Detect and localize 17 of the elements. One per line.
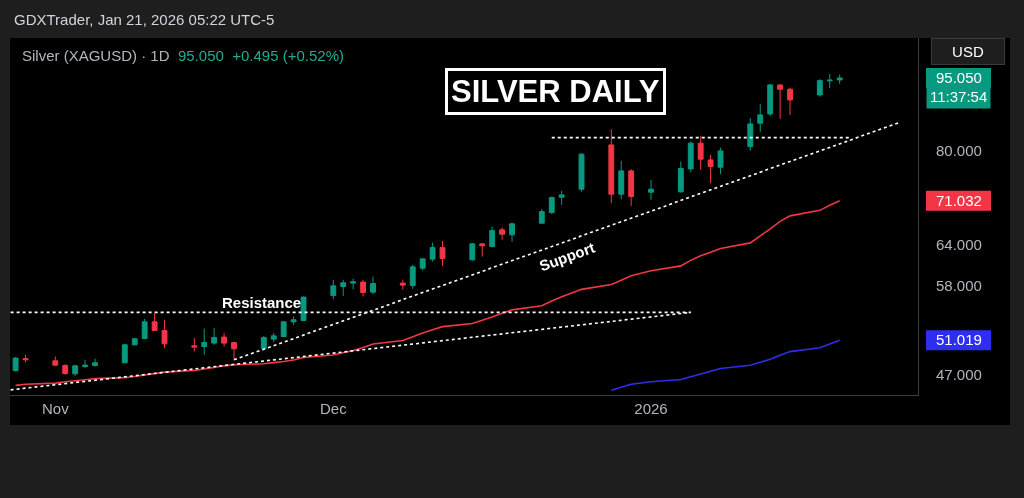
- y-tick-label: 80.000: [936, 141, 982, 159]
- x-tick-label: Dec: [319, 400, 348, 417]
- x-tick-label: 2026: [634, 400, 668, 417]
- y-tick-label: 95.050: [936, 69, 982, 87]
- annotation: 95.050 +0.495 (+0.52%): [178, 47, 344, 64]
- x-tick-label: Nov: [41, 400, 70, 417]
- text: GDXTrader, Jan 21, 2026 05:22 UTC-5: [14, 11, 275, 28]
- y-tick-label: 51.019: [936, 331, 982, 349]
- text: USD: [952, 43, 984, 60]
- text: 11:37:54: [930, 88, 988, 105]
- text: Silver (XAGUSD) · 1D: [22, 47, 170, 64]
- text: SILVER DAILY: [451, 74, 660, 109]
- y-tick-label: 58.000: [936, 277, 982, 295]
- y-tick-label: 71.032: [936, 191, 982, 209]
- y-tick-label: 64.000: [936, 235, 982, 253]
- annotation: Resistance: [222, 294, 302, 311]
- y-tick-label: 47.000: [936, 366, 982, 384]
